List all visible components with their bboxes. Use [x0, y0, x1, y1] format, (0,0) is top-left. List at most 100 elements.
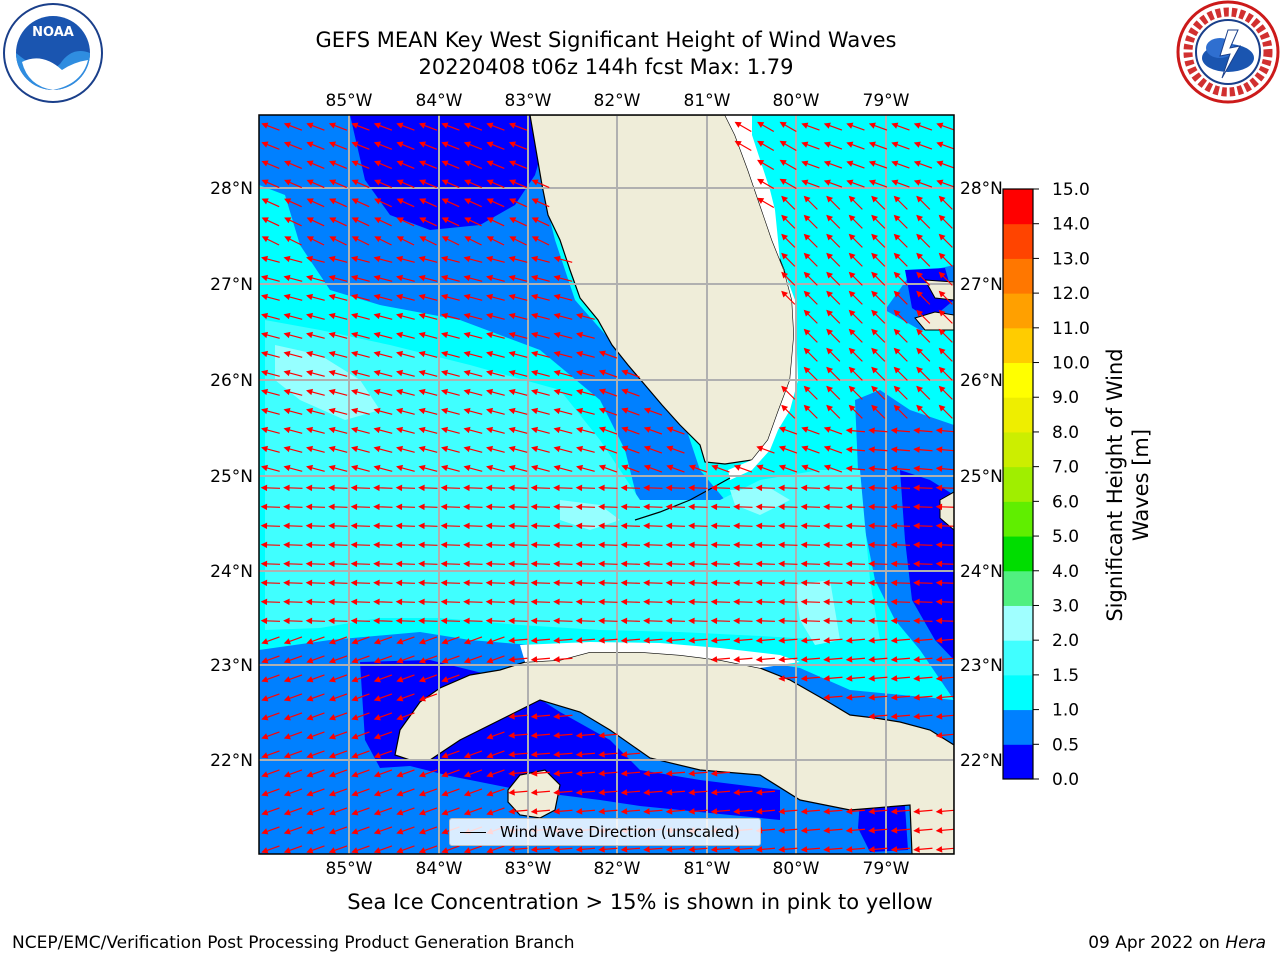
wind-arrow-head [305, 522, 313, 530]
wind-arrow-head [486, 445, 494, 453]
lat-label-left: 23°N [210, 656, 253, 676]
wind-arrow-head [688, 617, 695, 625]
wind-arrow-head [463, 484, 470, 492]
wind-arrow-head [464, 236, 472, 243]
wind-arrow-head [305, 598, 313, 606]
wind-arrow-head [710, 846, 718, 853]
wind-arrow-head [755, 541, 763, 549]
wind-arrow-head [598, 388, 606, 395]
wind-arrow-head [486, 752, 494, 759]
wind-arrow-head [781, 271, 789, 279]
wind-arrow-head [373, 579, 380, 587]
wind-arrow-head [395, 560, 403, 568]
wind-arrow-head [350, 598, 358, 606]
wind-arrow-head [868, 598, 875, 606]
wind-arrow-head [576, 312, 584, 320]
wind-arrow-head [486, 847, 494, 854]
wind-arrow-head [530, 808, 538, 815]
colorbar-segment [1003, 327, 1033, 364]
wind-arrow-head [823, 445, 831, 452]
wind-arrow-head [916, 366, 924, 374]
wind-arrow-head [463, 426, 471, 434]
wind-arrow-head [823, 637, 830, 644]
wind-arrow-head [508, 713, 515, 720]
wind-arrow-head [688, 637, 695, 644]
wind-arrow-head [890, 503, 898, 511]
colorbar-segment [1003, 605, 1033, 641]
wind-arrow-head [871, 290, 879, 298]
wind-arrow-head [508, 141, 517, 148]
footer-on: on [1198, 933, 1220, 953]
wind-arrow-head [441, 771, 449, 778]
wind-arrow-head [553, 426, 561, 434]
wind-arrow-head [916, 309, 924, 317]
wind-arrow-head [800, 560, 808, 568]
wind-arrow-head [261, 445, 269, 453]
wind-arrow-head [755, 617, 763, 625]
legend-line-swatch [460, 832, 486, 833]
wind-arrow-head [913, 846, 920, 853]
wind-arrow-head [845, 675, 853, 682]
wind-arrow-head [306, 255, 314, 263]
lat-labels-right: 28°N 27°N 26°N 25°N 24°N 23°N 22°N [960, 179, 1003, 771]
wind-arrow-head [373, 598, 380, 606]
wind-arrow-head [938, 404, 946, 412]
wind-arrow-head [803, 404, 811, 412]
wind-arrow-head [261, 331, 269, 339]
wind-arrow-head [916, 385, 924, 393]
wind-arrow-head [283, 141, 292, 148]
wind-arrow-head [576, 426, 584, 434]
wind-arrow-head [463, 369, 471, 377]
wind-arrow-head [440, 541, 448, 549]
wind-arrow-head [935, 579, 943, 587]
wind-arrow-head [598, 789, 605, 796]
wind-arrow-head [418, 426, 426, 434]
wind-arrow-head [893, 385, 901, 393]
wind-arrow-head [868, 122, 876, 129]
wind-arrow-head [778, 445, 786, 452]
wind-arrow-head [913, 122, 921, 129]
wind-arrow-head [756, 464, 764, 471]
wind-arrow-head [779, 140, 787, 147]
wind-arrow-head [531, 426, 539, 434]
wind-arrow-head [441, 752, 449, 759]
wind-arrow-head [871, 366, 879, 374]
wind-arrow-head [938, 385, 946, 393]
colorbar-tick-label: 1.5 [1052, 666, 1079, 686]
colorbar-tick-label: 12.0 [1052, 284, 1090, 304]
wind-arrow-head [463, 407, 471, 415]
wind-arrow-head [396, 695, 404, 702]
wind-arrow-head [531, 217, 539, 224]
wind-arrow-head [486, 809, 494, 816]
wind-arrow-head [803, 385, 811, 393]
wind-arrow-head [305, 579, 313, 587]
wind-arrow-head [938, 366, 946, 374]
wind-arrow-head [710, 579, 718, 587]
wind-arrow-head [261, 847, 269, 854]
wind-arrow-head [329, 179, 337, 186]
wind-arrow-head [621, 388, 629, 395]
wind-arrow-head [306, 638, 314, 645]
wind-arrow-head [464, 217, 472, 224]
wind-arrow-head [306, 369, 314, 377]
wind-arrow-head [666, 445, 674, 452]
wind-arrow-head [419, 236, 427, 243]
wind-arrow-head [283, 388, 291, 396]
wind-arrow-head [665, 541, 673, 549]
wind-arrow-head [890, 617, 898, 625]
wind-arrow-head [848, 290, 856, 298]
lat-label-left: 22°N [210, 751, 253, 771]
wind-arrow-head [306, 464, 314, 472]
wind-arrow-head [531, 350, 539, 358]
wind-arrow-head [893, 290, 901, 298]
wind-arrow-head [328, 388, 336, 396]
wind-arrow-head [328, 676, 336, 683]
wind-arrow-head [283, 828, 291, 835]
wind-arrow-head [328, 771, 336, 778]
wind-arrow-head [823, 484, 830, 492]
wind-arrow-head [826, 309, 834, 317]
wind-arrow-head [463, 790, 471, 797]
wind-arrow-head [868, 427, 875, 434]
wind-arrow-head [846, 179, 854, 186]
wind-arrow-head [306, 714, 314, 721]
